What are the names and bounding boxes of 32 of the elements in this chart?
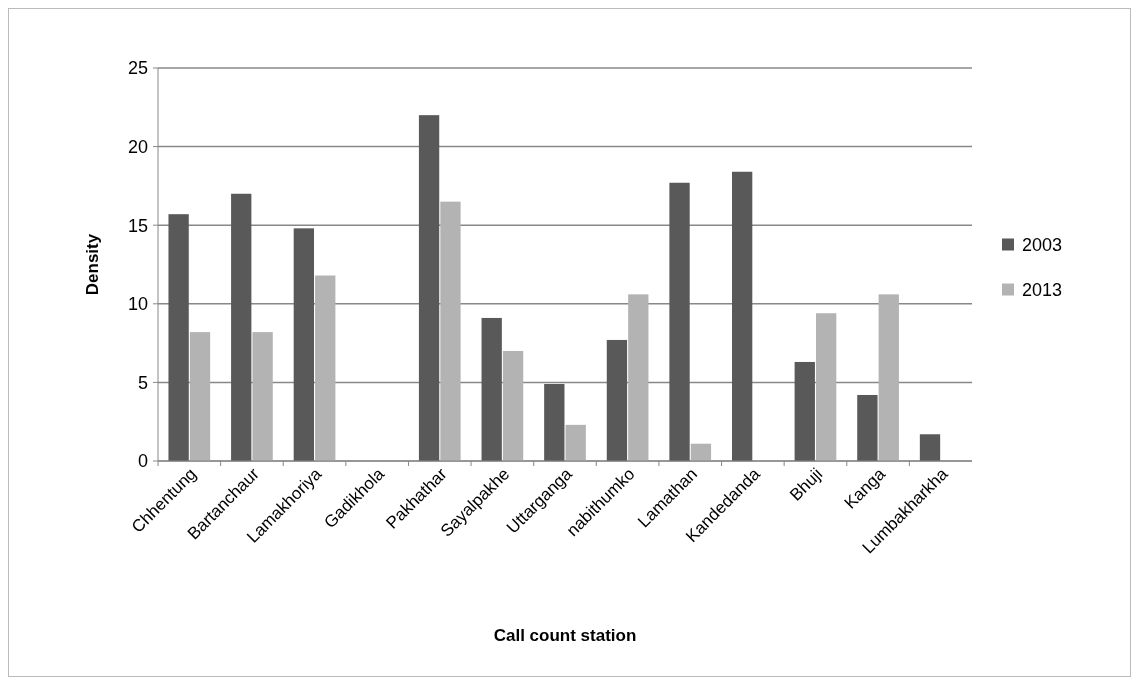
bar: [293, 228, 314, 461]
bar: [857, 394, 878, 461]
bar: [502, 350, 524, 461]
legend-label: 2013: [1022, 279, 1063, 300]
bar: [878, 294, 899, 461]
x-axis-title: Call count station: [493, 626, 637, 645]
bar: [669, 182, 690, 461]
y-tick-label: 25: [127, 58, 148, 79]
bar: [732, 171, 753, 461]
bar: [440, 201, 461, 461]
bar: [189, 332, 211, 461]
bar: [816, 313, 837, 461]
bar: [606, 339, 628, 461]
bar: [481, 317, 502, 461]
bar: [252, 332, 273, 461]
y-axis-title: Density: [83, 233, 102, 296]
y-tick-label: 0: [137, 451, 148, 472]
bar: [231, 193, 252, 461]
bar: [690, 443, 712, 461]
bar: [794, 361, 815, 461]
y-tick-label: 20: [127, 136, 148, 157]
legend-label: 2003: [1022, 234, 1063, 255]
bar: [418, 115, 440, 461]
bar: [544, 383, 565, 461]
bar: [628, 294, 649, 461]
bar: [168, 214, 189, 461]
bar: [565, 424, 586, 461]
y-tick-label: 5: [137, 372, 148, 393]
bar: [919, 434, 941, 461]
y-tick-label: 10: [127, 294, 148, 315]
y-tick-label: 15: [127, 215, 148, 236]
bar: [315, 275, 336, 461]
